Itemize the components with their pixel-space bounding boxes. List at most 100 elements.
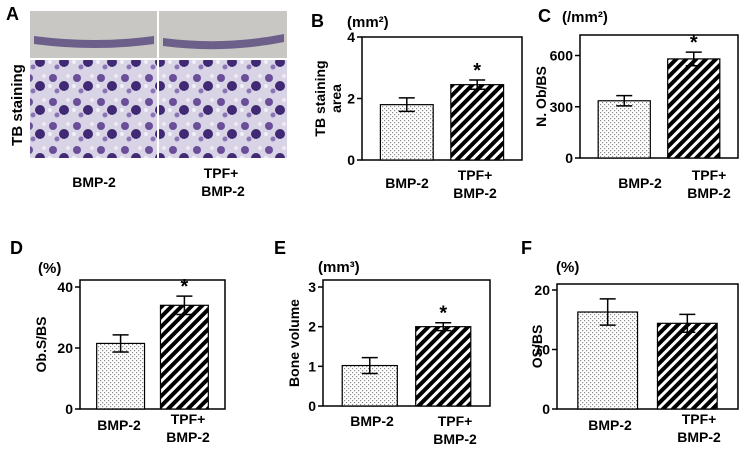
plot-frame [79,279,226,410]
bar-tpf-bmp2 [667,58,721,159]
bar-tpf-bmp2 [159,304,209,410]
bar-bmp2 [96,342,146,410]
x-category-label-line: TPF+ [692,167,727,183]
y-tick-label: 20 [57,340,73,356]
x-category-label: BMP-2 [385,175,429,191]
plot-frame [322,279,491,407]
unit-label: (mm³) [318,259,360,276]
y-axis-label: TB stainingarea [312,60,344,136]
x-category-label: BMP-2 [618,175,662,191]
x-category-label-line: TPF+ [458,167,493,183]
histology-top-left [30,11,157,58]
x-category-label-line: TPF+ [438,413,473,429]
unit-label: (%) [556,259,579,276]
histology-bottom-left [30,60,157,158]
bar-tpf-bmp2 [415,326,472,407]
x-category-label-line: BMP-2 [97,417,141,433]
y-axis-label-line: N. Ob/BS [533,66,549,127]
x-category-label: BMP-2 [350,413,394,429]
plot-frame [556,283,739,410]
plot-frame [579,34,739,159]
panel-e-letter: E [274,238,286,258]
x-category-label-line: BMP-2 [385,175,429,191]
y-tick-label: 20 [534,282,550,298]
panel-b-letter: B [311,11,324,31]
histology-top-right-section [163,34,284,50]
panel-f-letter: F [521,238,532,258]
x-category-label-line: BMP-2 [677,429,721,445]
panel-a-ylabel: TB staining [9,64,26,146]
bar-bmp2 [597,100,651,159]
x-category-label-line: BMP-2 [588,417,632,433]
x-category-label: TPF+ BMP-2 [677,411,721,445]
unit-label: (/mm²) [562,9,608,26]
y-axis-label-line: Ob.S/BS [33,316,49,372]
x-category-label: BMP-2 [97,417,141,433]
histology-top-left-section [34,36,154,48]
y-tick-label: 600 [550,48,574,64]
bar-tpf-bmp2 [656,322,718,410]
y-tick-label: 4 [347,29,355,45]
histology-top-right [159,11,287,58]
significance-marker: * [181,276,189,298]
y-axis-label-line: TB staining [312,60,328,136]
y-axis-label-line: OS/BS [529,325,545,369]
y-tick-label: 300 [550,99,574,115]
y-axis-label: Bone volume [286,299,302,387]
y-axis-label: Ob.S/BS [33,316,49,372]
bar-bmp2 [379,104,434,161]
panel-a-xlabel: BMP-2 [72,174,116,190]
y-tick-label: 10 [534,342,550,358]
y-axis-label-line: area [328,84,344,113]
y-tick-label: 0 [308,398,316,414]
bar-tpf-bmp2 [450,84,505,161]
x-category-label-line: TPF+ [682,411,717,427]
panel-e: E (mm³) Bone volume 0 1 2 3 BMP-2 * TPF+ BMP-2 [274,238,491,447]
x-category-label-line: TPF+ [171,411,206,427]
x-category-label: TPF+ BMP-2 [453,167,497,201]
panel-d-letter: D [10,238,23,258]
panel-c: C (/mm²) N. Ob/BS 0 300 600 BMP-2 * TPF+ BMP-2 [533,6,739,201]
x-category-label-line: BMP-2 [618,175,662,191]
panel-a-xlabel-line: BMP-2 [72,174,116,190]
significance-marker: * [473,60,481,82]
y-tick-label: 0 [542,401,550,417]
unit-label: (%) [38,260,61,277]
y-axis-label: OS/BS [529,325,545,369]
significance-marker: * [439,303,447,325]
panel-a-xlabel: TPF+ BMP-2 [201,165,245,199]
y-tick-label: 2 [308,319,316,335]
y-axis-label-line: Bone volume [286,299,302,387]
y-axis-label: N. Ob/BS [533,66,549,127]
y-tick-label: 0 [347,152,355,168]
bar-bmp2 [577,311,639,410]
panel-a-xlabel-line: BMP-2 [201,183,245,199]
x-category-label-line: BMP-2 [433,431,477,447]
x-category-label: TPF+ BMP-2 [166,411,210,445]
panel-a: A TB staining BMP-2 TPF+ BMP-2 [6,4,287,199]
panel-c-letter: C [538,6,551,26]
panel-f: F (%) OS/BS 0 10 20 BMP-2 TPF+ BMP-2 [521,238,739,445]
unit-label: (mm²) [347,14,389,31]
y-tick-label: 0 [565,150,573,166]
y-tick-label: 40 [57,279,73,295]
y-tick-label: 1 [308,358,316,374]
x-category-label-line: BMP-2 [166,429,210,445]
panel-a-xlabel-line: TPF+ [204,165,239,181]
x-category-label-line: BMP-2 [453,185,497,201]
y-tick-label: 2 [347,91,355,107]
x-category-label-line: BMP-2 [350,413,394,429]
x-category-label-line: BMP-2 [687,185,731,201]
panel-a-letter: A [6,4,19,24]
histology-bottom-right [159,60,287,158]
y-tick-label: 0 [65,401,73,417]
x-category-label: BMP-2 [588,417,632,433]
y-tick-label: 3 [308,279,316,295]
x-category-label: TPF+ BMP-2 [687,167,731,201]
significance-marker: * [690,32,698,54]
panel-d: D (%) Ob.S/BS 0 20 40 BMP-2 * TPF+ BMP-2 [10,238,226,445]
x-category-label: TPF+ BMP-2 [433,413,477,447]
